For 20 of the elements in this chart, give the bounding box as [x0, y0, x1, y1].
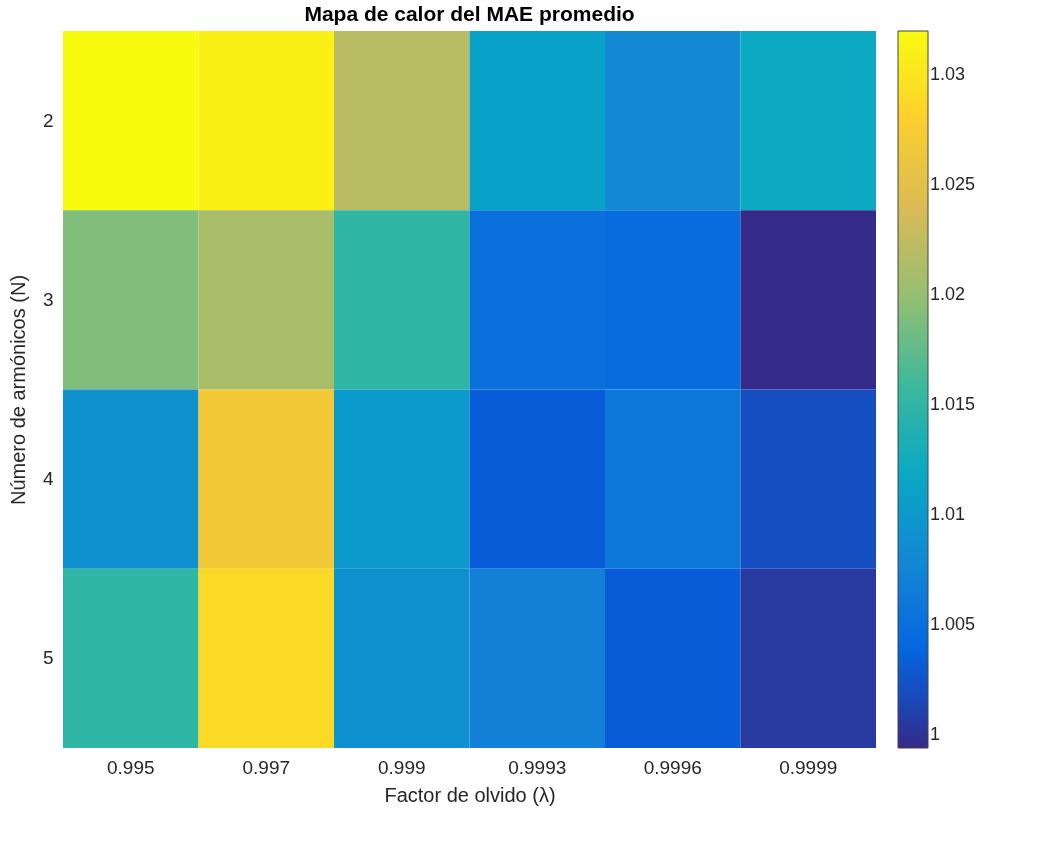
- x-tick-label: 0.995: [106, 756, 155, 778]
- chart-title: Mapa de calor del MAE promedio: [304, 2, 635, 25]
- x-tick-label: 0.9999: [779, 756, 838, 778]
- color-bar-label: 1.005: [930, 613, 976, 634]
- x-tick-label: 0.997: [242, 756, 291, 778]
- color-bar-label: 1.01: [930, 503, 966, 524]
- x-axis-title: Factor de olvido (λ): [384, 783, 556, 806]
- color-bar-label: 1: [930, 723, 941, 744]
- color-bar-label: 1.015: [930, 393, 976, 414]
- y-tick-label: 2: [42, 109, 54, 131]
- y-axis-title: Número de armónicos (N): [6, 274, 29, 506]
- color-bar-label: 1.03: [930, 63, 966, 84]
- x-tick-label: 0.999: [377, 756, 426, 778]
- color-bar-label: 1.02: [930, 283, 966, 304]
- y-tick-label: 4: [42, 468, 54, 490]
- x-tick-label: 0.9993: [508, 756, 567, 778]
- x-tick-label: 0.9996: [643, 756, 702, 778]
- y-tick-label: 3: [42, 288, 54, 310]
- y-tick-label: 5: [42, 647, 54, 669]
- color-bar-label: 1.025: [930, 173, 976, 194]
